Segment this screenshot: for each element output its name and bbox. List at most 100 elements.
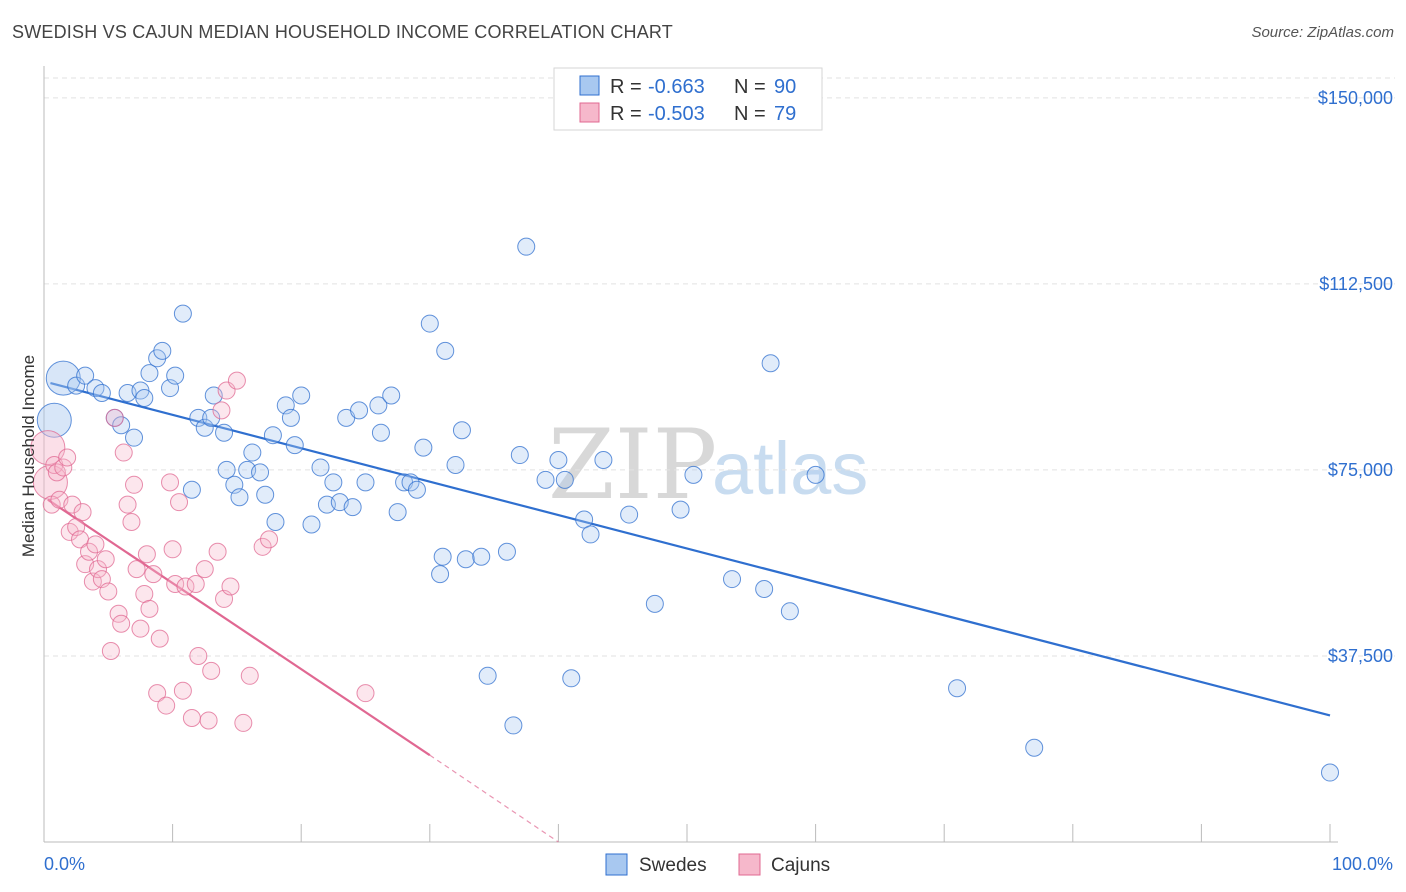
swedes-point	[620, 505, 639, 524]
gridlines	[44, 77, 1395, 657]
swedes-point	[251, 463, 270, 482]
watermark-atlas: atlas	[712, 427, 868, 510]
cajuns-point	[54, 458, 73, 477]
cajuns-point	[118, 495, 137, 514]
swedes-point	[230, 488, 249, 507]
cajuns-point	[212, 401, 231, 420]
swedes-point	[215, 423, 234, 442]
swedes-point	[382, 386, 401, 405]
swedes-point	[112, 416, 131, 435]
legend-n-label: N =	[734, 103, 766, 125]
cajuns-point	[161, 473, 180, 492]
cajuns-point	[163, 540, 182, 559]
cajuns-point	[166, 575, 185, 594]
cajuns-point	[186, 575, 205, 594]
cajuns-point	[105, 408, 124, 427]
swedes-point	[388, 503, 407, 522]
swedes-point	[153, 341, 172, 360]
legend-r-value: -0.503	[648, 103, 705, 125]
swedes-point	[446, 455, 465, 474]
bottom-legend-swedes: Swedes	[639, 855, 707, 876]
source-credit: Source: ZipAtlas.com	[1251, 24, 1394, 41]
cajuns-point	[96, 550, 115, 569]
swedes-point	[76, 366, 95, 385]
watermark-zip: ZIP	[548, 409, 717, 521]
cajuns-point	[63, 495, 82, 514]
swedes-point	[478, 666, 497, 685]
swedes-point	[67, 376, 86, 395]
cajuns-point	[148, 684, 167, 703]
swedes-point	[452, 421, 471, 440]
swedes-point	[125, 428, 144, 447]
swedes-point	[292, 386, 311, 405]
swedes-point	[343, 498, 362, 517]
swedes-point	[285, 436, 304, 455]
swedes-point	[195, 418, 214, 437]
swedes-point	[517, 237, 536, 256]
bottom-legend-cajuns: Cajuns	[771, 855, 830, 876]
cajuns-point	[227, 371, 246, 390]
swedes-point	[806, 465, 825, 484]
cajuns-point	[356, 684, 375, 703]
cajuns-point	[189, 646, 208, 665]
correlation-legend: R = -0.663 N = 90 R = -0.503 N = 79	[553, 67, 823, 131]
swedes-point	[173, 304, 192, 323]
swedes-point	[456, 550, 475, 569]
swedes-point	[356, 473, 375, 492]
swedes-point	[684, 465, 703, 484]
swedes-point	[1321, 763, 1339, 782]
swedes-point	[755, 579, 774, 598]
cajuns-point	[144, 565, 163, 584]
swedes-point	[562, 669, 581, 688]
swedes-point	[1025, 738, 1044, 757]
swedes-point	[645, 594, 664, 613]
data-points	[30, 237, 1339, 782]
y-tick-label: $75,000	[1328, 460, 1393, 480]
swedes-point	[281, 408, 300, 427]
swedes-point	[581, 525, 600, 544]
cajuns-point	[195, 560, 214, 579]
swedes-point	[549, 451, 568, 469]
swedes-point	[266, 513, 285, 532]
swedes-point	[311, 458, 330, 477]
swedes-point	[256, 485, 275, 504]
swedes-point	[401, 473, 420, 492]
swedes-point	[217, 460, 236, 479]
cajuns-point	[127, 560, 146, 579]
x-tick-label: 0.0%	[44, 854, 85, 874]
legend-swatch-cajuns	[579, 102, 600, 123]
bottom-legend-swatch-swedes	[605, 853, 628, 876]
swedes-point	[414, 438, 433, 457]
swedes-point	[202, 408, 221, 427]
cajuns-point	[125, 475, 144, 494]
cajuns-point	[173, 681, 192, 700]
cajuns-point	[240, 666, 259, 685]
cajuns-point	[182, 708, 201, 727]
swedes-point	[302, 515, 321, 534]
cajuns-point	[122, 513, 141, 532]
swedes-point	[324, 473, 343, 492]
swedes-point	[555, 470, 574, 489]
cajuns-point	[89, 560, 108, 579]
cajuns-point	[150, 629, 169, 648]
swedes-point	[723, 570, 742, 589]
cajuns-point	[99, 582, 118, 601]
swedes-point	[472, 547, 491, 566]
cajuns-point	[114, 443, 133, 462]
cajuns-point	[30, 430, 66, 466]
cajuns-point	[221, 577, 240, 596]
swedes-point	[371, 423, 390, 442]
swedes-point	[420, 314, 439, 333]
swedes-point	[948, 679, 967, 698]
cajuns-point	[170, 493, 189, 512]
swedes-point	[780, 602, 799, 621]
y-tick-label: $112,500	[1319, 274, 1393, 294]
series-legend: Swedes Cajuns	[605, 853, 830, 876]
y-tick-label: $150,000	[1318, 88, 1393, 108]
swedes-point	[575, 510, 594, 529]
cajuns-point	[157, 696, 176, 715]
legend-n-label: N =	[734, 76, 766, 98]
axes	[43, 66, 1338, 843]
swedes-point	[182, 480, 201, 499]
